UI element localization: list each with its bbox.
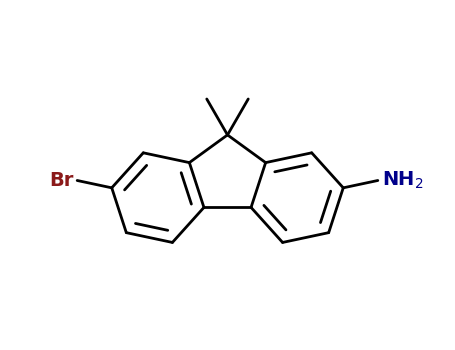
- Text: Br: Br: [49, 171, 73, 190]
- Text: NH$_2$: NH$_2$: [382, 170, 423, 191]
